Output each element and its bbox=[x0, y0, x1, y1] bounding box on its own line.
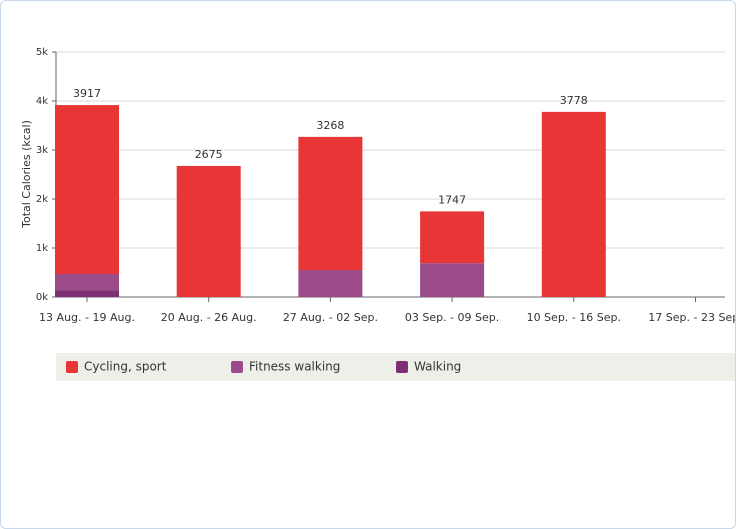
x-tick-label: 13 Aug. - 19 Aug. bbox=[39, 311, 135, 324]
bar-segment bbox=[298, 136, 363, 271]
bar-segment bbox=[55, 290, 119, 297]
bar-segment bbox=[420, 211, 485, 264]
y-tick-label: 5k bbox=[36, 47, 48, 58]
y-tick-label: 2k bbox=[36, 194, 48, 205]
legend-label: Walking bbox=[414, 360, 461, 374]
bar-segment bbox=[55, 273, 119, 291]
bar-segment bbox=[55, 105, 119, 274]
legend-label: Fitness walking bbox=[249, 360, 340, 374]
bar-segment bbox=[541, 111, 606, 298]
total-label: 2675 bbox=[195, 148, 223, 161]
x-tick-label: 20 Aug. - 26 Aug. bbox=[161, 311, 257, 324]
bar-segment bbox=[176, 165, 241, 297]
total-label: 3778 bbox=[560, 94, 588, 107]
x-tick-label: 10 Sep. - 16 Sep. bbox=[527, 311, 621, 324]
y-tick-label: 1k bbox=[36, 243, 48, 254]
legend-swatch bbox=[66, 361, 78, 373]
x-tick-label: 17 Sep. - 23 Sep. bbox=[648, 311, 735, 324]
legend-swatch bbox=[396, 361, 408, 373]
legend-box bbox=[56, 353, 735, 381]
y-axis-title: Total Calories (kcal) bbox=[20, 120, 33, 229]
y-tick-label: 3k bbox=[36, 145, 48, 156]
bar-segment bbox=[298, 270, 363, 297]
total-label: 1747 bbox=[438, 193, 466, 206]
total-label: 3268 bbox=[316, 119, 344, 132]
legend-label: Cycling, sport bbox=[84, 360, 167, 374]
bar-segment bbox=[420, 263, 485, 297]
y-tick-label: 0k bbox=[36, 292, 48, 303]
legend-swatch bbox=[231, 361, 243, 373]
total-label: 3917 bbox=[73, 87, 101, 100]
x-tick-label: 27 Aug. - 02 Sep. bbox=[283, 311, 378, 324]
y-tick-label: 4k bbox=[36, 96, 48, 107]
x-tick-label: 03 Sep. - 09 Sep. bbox=[405, 311, 499, 324]
